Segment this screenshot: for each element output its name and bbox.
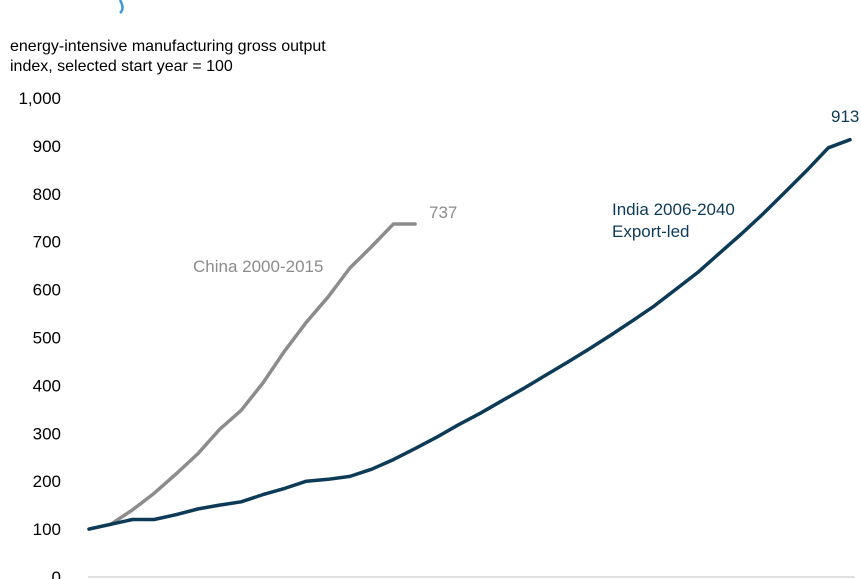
y-tick-label: 700 [33, 233, 61, 252]
india-series-line [87, 137, 852, 531]
china-end-label: 737 [429, 203, 457, 222]
y-tick-label: 1,000 [18, 89, 61, 108]
header-accent [118, 0, 124, 14]
y-tick-label: 100 [33, 520, 61, 539]
series-group [87, 137, 852, 531]
india-series-label: India 2006-2040 [612, 200, 735, 219]
y-tick-label: 500 [33, 329, 61, 348]
y-tick-label: 800 [33, 185, 61, 204]
y-tick-label: 0 [52, 568, 61, 579]
y-tick-label: 300 [33, 424, 61, 443]
china-series-line [87, 222, 417, 531]
india-series-label-line2: Export-led [612, 222, 689, 241]
y-tick-label: 400 [33, 376, 61, 395]
y-tick-label: 200 [33, 472, 61, 491]
india-end-label: 913 [831, 107, 859, 126]
china-series-label: China 2000-2015 [193, 257, 323, 276]
y-tick-label: 900 [33, 137, 61, 156]
y-axis-title-line2: index, selected start year = 100 [10, 58, 233, 75]
y-axis-title-line1: energy-intensive manufacturing gross out… [10, 38, 326, 55]
y-tick-label: 600 [33, 281, 61, 300]
y-axis-ticks: 0 100 200 300 400 500 600 700 800 900 1,000 [18, 89, 61, 579]
